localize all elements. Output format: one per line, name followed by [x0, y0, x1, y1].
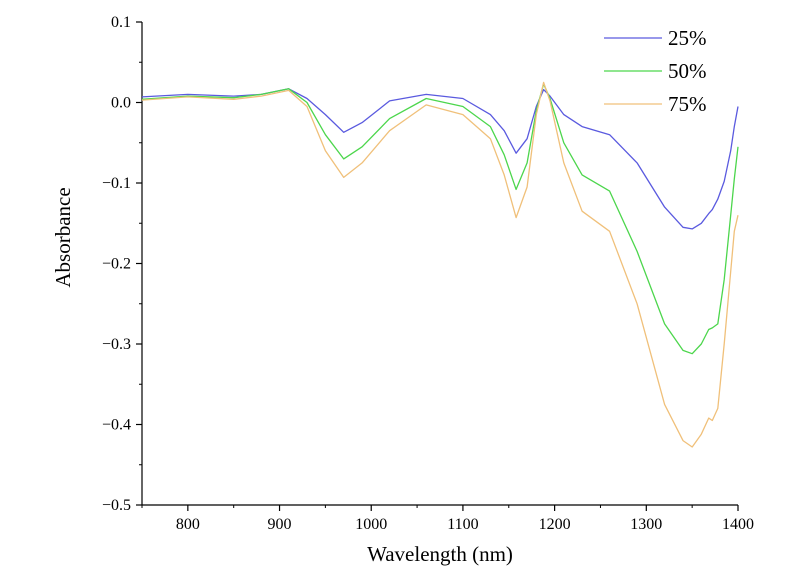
legend-label: 25% — [668, 26, 707, 50]
x-tick-label: 1100 — [447, 516, 478, 533]
y-tick-label: −0.4 — [102, 417, 131, 434]
plot-area — [141, 81, 739, 448]
x-axis-title: Wavelength (nm) — [367, 542, 513, 566]
legend: 25% 50% 75% — [604, 26, 707, 116]
x-tick-label: 1400 — [722, 516, 754, 533]
y-tick-label: 0.0 — [111, 95, 131, 112]
legend-label: 50% — [668, 59, 707, 83]
y-tick-label: −0.3 — [102, 336, 131, 353]
y-axis-title: Absorbance — [51, 187, 75, 287]
axis-titles: Wavelength (nm) Absorbance — [51, 187, 513, 566]
x-tick-label: 1200 — [539, 516, 571, 533]
series-line-1 — [141, 88, 739, 230]
x-tick-label: 800 — [176, 516, 200, 533]
y-tick-label: 0.1 — [111, 14, 131, 31]
series-line-2 — [141, 83, 739, 355]
x-tick-label: 1300 — [630, 516, 662, 533]
y-tick-label: −0.1 — [102, 175, 131, 192]
y-tick-label: −0.5 — [102, 497, 131, 514]
legend-label: 75% — [668, 92, 707, 116]
x-tick-label: 900 — [268, 516, 292, 533]
x-tick-label: 1000 — [355, 516, 387, 533]
y-tick-label: −0.2 — [102, 256, 131, 273]
axes: 0.1 0.0 −0.1 −0.2 −0.3 −0.4 −0.5 800 900 1000 1100… — [102, 14, 754, 533]
series-line-3 — [141, 81, 739, 448]
